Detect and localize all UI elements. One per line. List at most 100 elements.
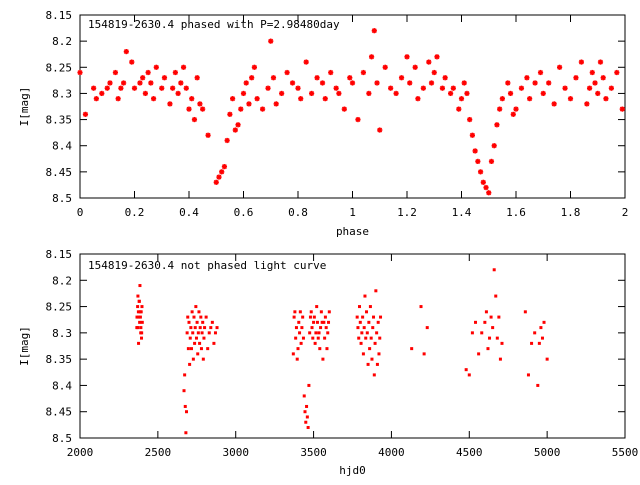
x-tick-label: 5500 [612, 446, 639, 459]
data-point [139, 326, 143, 330]
data-point [199, 347, 203, 351]
data-point [107, 80, 113, 86]
x-tick-label: 1 [349, 206, 356, 219]
data-point [507, 90, 514, 97]
data-point [210, 320, 214, 324]
data-point [325, 347, 329, 351]
data-point [301, 315, 305, 319]
data-point [185, 331, 189, 335]
data-point [488, 158, 495, 164]
data-point [302, 394, 306, 398]
data-point [366, 90, 372, 97]
data-point [307, 383, 311, 387]
y-tick-label: 8.45 [46, 166, 73, 179]
data-point [328, 69, 334, 76]
data-point [204, 315, 208, 319]
data-point [184, 431, 188, 435]
data-point [190, 310, 194, 314]
y-tick-label: 8.25 [46, 301, 73, 314]
data-point [333, 85, 339, 91]
data-point [188, 336, 192, 340]
data-point [279, 90, 285, 97]
data-point [442, 75, 448, 81]
data-point [537, 341, 541, 345]
data-point [303, 410, 307, 414]
data-point [494, 294, 498, 298]
data-point [313, 341, 317, 345]
data-point [495, 336, 499, 340]
data-point [121, 80, 127, 86]
data-point [199, 315, 203, 319]
data-point [491, 143, 497, 149]
data-point [205, 132, 211, 138]
x-tick-label: 1.6 [506, 206, 526, 219]
data-point [324, 326, 328, 330]
data-point [368, 347, 372, 351]
data-point [238, 106, 244, 112]
data-point [137, 80, 143, 86]
data-point [115, 96, 121, 102]
data-point [546, 80, 552, 86]
data-point [136, 326, 140, 330]
unphased-light-curve-chart: 2000 2500 3000 3500 4000 4500 5000 5500 8.15 8.2 8… [18, 248, 638, 477]
data-point [230, 96, 236, 102]
x-tick-label: 0.2 [125, 206, 145, 219]
data-point [533, 331, 537, 335]
data-point [200, 331, 204, 335]
data-point [197, 101, 203, 107]
data-point [361, 315, 365, 319]
data-point [428, 80, 435, 86]
data-point [300, 326, 304, 330]
data-point [419, 305, 423, 309]
data-point [194, 305, 198, 309]
y-tick-label: 8.45 [46, 406, 73, 419]
data-point [297, 320, 301, 324]
data-point [336, 90, 342, 97]
data-point [341, 106, 347, 112]
data-point [537, 69, 544, 76]
y-tick-label: 8.4 [52, 140, 72, 153]
chart-title: 154819-2630.4 phased with P=2.98480day [88, 18, 340, 31]
data-point [216, 174, 222, 180]
data-point [489, 315, 493, 319]
data-point [456, 106, 462, 112]
data-point [347, 75, 353, 81]
data-point [573, 75, 579, 81]
chart-title: 154819-2630.4 not phased light curve [88, 259, 326, 272]
data-point [215, 326, 219, 330]
data-point [284, 69, 290, 76]
data-point [138, 284, 142, 288]
data-point [367, 320, 371, 324]
data-point [320, 320, 324, 324]
data-point [183, 85, 189, 91]
data-point [372, 373, 376, 377]
data-point [150, 96, 157, 102]
data-point [135, 315, 139, 319]
y-tick-label: 8.15 [46, 248, 73, 261]
data-point [480, 179, 486, 185]
data-point [186, 106, 192, 112]
data-point [188, 362, 192, 366]
data-point [319, 326, 323, 330]
data-point [299, 341, 303, 345]
y-tick-label: 8.3 [52, 87, 72, 100]
data-point [317, 331, 321, 335]
data-point [595, 90, 601, 97]
x-tick-label: 1.8 [561, 206, 581, 219]
data-point [361, 352, 365, 356]
data-point [518, 85, 525, 91]
data-point [562, 85, 568, 91]
data-point [270, 75, 277, 81]
data-point [104, 85, 110, 91]
data-point [360, 69, 366, 76]
data-point [191, 357, 195, 361]
plot-frame [79, 253, 626, 439]
data-point [513, 106, 519, 112]
data-point [198, 326, 202, 330]
data-point [500, 341, 504, 345]
data-point [178, 80, 184, 86]
data-point [326, 331, 330, 335]
data-point [319, 310, 323, 314]
data-point [530, 341, 534, 345]
